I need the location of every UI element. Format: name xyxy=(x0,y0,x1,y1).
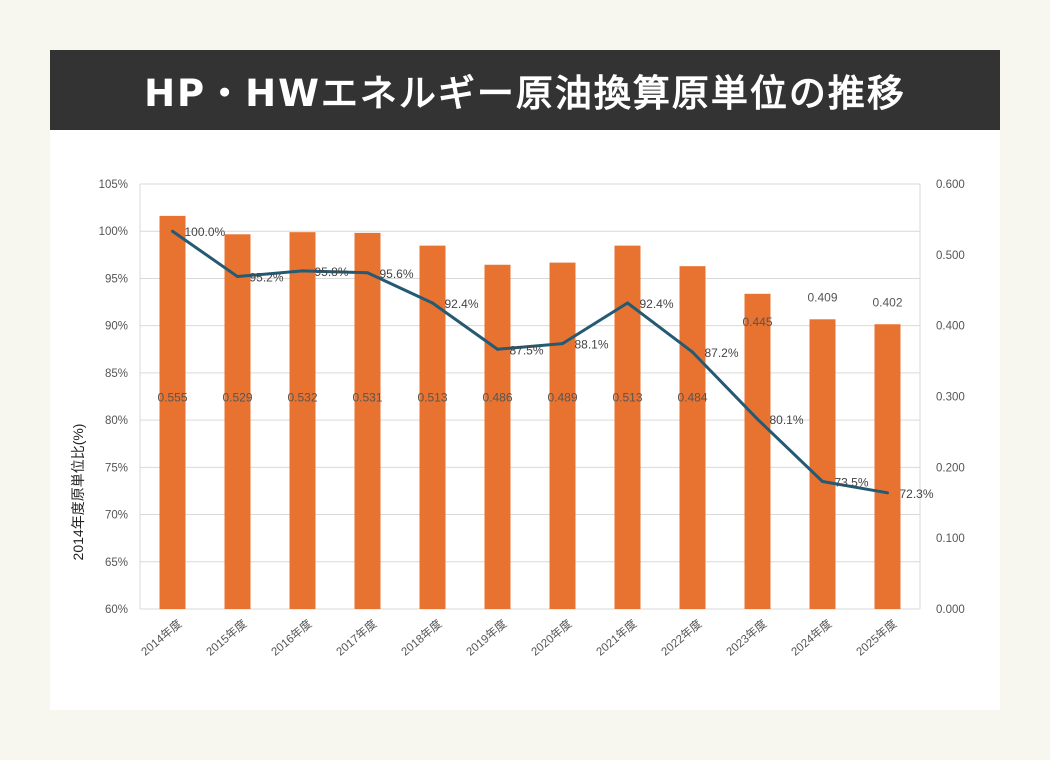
bar-value-label: 0.409 xyxy=(807,290,837,304)
bar-value-label: 0.513 xyxy=(612,391,642,405)
right-axis-ticks: 0.000 0.100 0.200 0.300 0.400 0.500 0.600 xyxy=(936,179,965,616)
left-tick-label: 80% xyxy=(105,415,128,427)
right-tick-label: 0.200 xyxy=(936,462,965,474)
ratio-value-label: 87.2% xyxy=(705,346,739,360)
bar-value-label: 0.486 xyxy=(482,391,512,405)
ratio-point xyxy=(171,229,174,233)
ratio-value-label: 95.2% xyxy=(250,271,284,285)
ratio-point xyxy=(756,417,759,421)
right-tick-label: 0.100 xyxy=(936,533,965,545)
bar xyxy=(354,232,381,609)
bar xyxy=(224,234,251,609)
bar-value-label: 0.484 xyxy=(677,391,707,405)
bar-value-label: 0.555 xyxy=(157,391,187,405)
category-label: 2018年度 xyxy=(398,616,445,658)
bar-value-label: 0.529 xyxy=(222,391,252,405)
left-tick-label: 90% xyxy=(105,321,128,333)
ratio-point xyxy=(431,301,434,305)
bar xyxy=(874,324,901,609)
ratio-point xyxy=(301,269,304,273)
bar-value-label: 0.489 xyxy=(547,391,577,405)
ratio-value-label: 100.0% xyxy=(185,225,226,239)
right-tick-label: 0.400 xyxy=(936,321,965,333)
category-label: 2017年度 xyxy=(333,616,380,658)
chart-panel: 0.555 0.529 0.532 0.531 0.513 0.486 0.489 0.513… xyxy=(50,130,1000,710)
category-label: 2020年度 xyxy=(528,616,575,658)
category-label: 2025年度 xyxy=(853,616,900,658)
category-label: 2019年度 xyxy=(463,616,510,658)
bar-value-label: 0.402 xyxy=(872,295,902,309)
ratio-point xyxy=(561,342,564,346)
grid-lines xyxy=(139,183,921,610)
page-title: HP・HWエネルギー原油換算原単位の推移 xyxy=(144,72,906,115)
ratio-point xyxy=(821,480,824,483)
title-banner: HP・HWエネルギー原油換算原単位の推移 xyxy=(50,50,1000,130)
ratio-value-label: 92.4% xyxy=(445,297,479,311)
bar xyxy=(419,245,446,609)
bar-value-label: 0.513 xyxy=(417,391,447,405)
category-label: 2014年度 xyxy=(138,616,185,658)
bar xyxy=(159,215,186,609)
left-tick-label: 65% xyxy=(105,557,128,569)
ratio-value-label: 95.6% xyxy=(380,267,414,281)
bar xyxy=(614,245,641,609)
ratio-point xyxy=(236,275,239,279)
ratio-line-path xyxy=(171,229,888,495)
ratio-point xyxy=(366,271,369,275)
ratio-value-label: 73.5% xyxy=(835,476,869,490)
category-labels: 2014年度 2015年度 2016年度 2017年度 2018年度 2019年度 2020… xyxy=(138,616,900,658)
ratio-value-label: 80.1% xyxy=(770,413,804,427)
right-tick-label: 0.000 xyxy=(936,604,965,616)
bar xyxy=(549,262,576,609)
ratio-point xyxy=(886,491,889,495)
bar-value-labels: 0.555 0.529 0.532 0.531 0.513 0.486 0.489 0.513… xyxy=(157,290,902,404)
category-label: 2023年度 xyxy=(723,616,770,658)
bar xyxy=(289,232,316,609)
bars xyxy=(159,215,901,609)
right-tick-label: 0.300 xyxy=(936,392,965,404)
left-tick-label: 85% xyxy=(105,368,128,380)
left-axis-label: 2014年度原単位比(%) xyxy=(70,424,86,561)
ratio-value-label: 92.4% xyxy=(640,297,674,311)
ratio-point xyxy=(691,350,694,354)
left-tick-label: 105% xyxy=(99,179,128,191)
left-tick-label: 95% xyxy=(105,273,128,285)
category-label: 2016年度 xyxy=(268,616,315,658)
left-tick-label: 75% xyxy=(105,462,128,474)
line-value-labels: 100.0% 95.2% 95.8% 95.6% 92.4% 87.5% 88.1% 92.4… xyxy=(185,225,934,501)
bar-value-label: 0.532 xyxy=(287,391,317,405)
bar xyxy=(484,264,511,609)
right-tick-label: 0.500 xyxy=(936,250,965,262)
ratio-value-label: 95.8% xyxy=(315,265,349,279)
ratio-value-label: 72.3% xyxy=(900,487,934,501)
left-tick-label: 70% xyxy=(105,510,128,522)
bar-value-label: 0.445 xyxy=(742,315,772,329)
bar-value-label: 0.531 xyxy=(352,391,382,405)
ratio-value-label: 88.1% xyxy=(575,338,609,352)
left-tick-label: 100% xyxy=(99,226,128,238)
ratio-point xyxy=(626,301,629,305)
left-axis-ticks: 60% 65% 70% 75% 80% 85% 90% 95% 100% 105% xyxy=(99,179,128,616)
category-label: 2024年度 xyxy=(788,616,835,658)
category-label: 2021年度 xyxy=(593,616,640,658)
left-tick-label: 60% xyxy=(105,604,128,616)
bar xyxy=(809,319,836,609)
category-label: 2022年度 xyxy=(658,616,705,658)
chart: 0.555 0.529 0.532 0.531 0.513 0.486 0.489 0.513… xyxy=(70,179,965,659)
ratio-line xyxy=(171,229,889,495)
right-tick-label: 0.600 xyxy=(936,179,965,191)
bar xyxy=(744,293,771,609)
ratio-point xyxy=(496,347,499,351)
bar xyxy=(679,266,706,609)
category-label: 2015年度 xyxy=(203,616,250,658)
ratio-value-label: 87.5% xyxy=(510,343,544,357)
